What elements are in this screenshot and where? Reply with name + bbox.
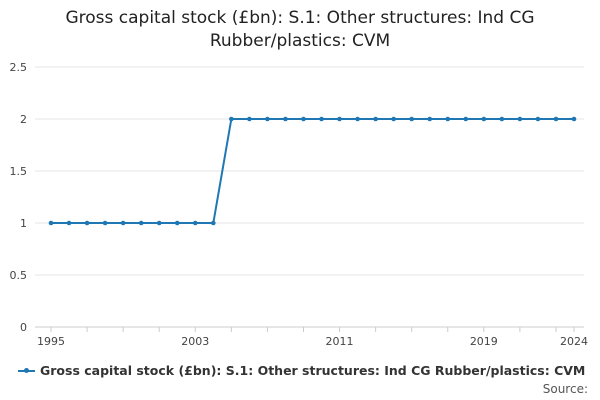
series-line [51,118,574,224]
data-point[interactable] [463,116,469,122]
gridlines [35,66,584,328]
data-point[interactable] [174,220,180,226]
data-point[interactable] [301,116,306,122]
data-point[interactable] [265,116,270,122]
data-point[interactable] [355,116,360,122]
data-point[interactable] [102,220,108,226]
data-point[interactable] [192,220,198,226]
data-point[interactable] [571,116,577,122]
data-point[interactable] [84,220,90,226]
y-tick-label: 1.5 [10,165,28,178]
data-point[interactable] [247,116,252,122]
data-point[interactable] [156,220,162,226]
data-point[interactable] [120,220,126,226]
data-point[interactable] [445,116,451,122]
legend-label: Gross capital stock (£bn): S.1: Other st… [40,363,586,378]
data-point[interactable] [481,116,487,122]
x-tick-label: 2011 [326,335,354,348]
data-point[interactable] [373,116,378,122]
data-point[interactable] [229,116,234,122]
data-point[interactable] [48,220,54,226]
legend[interactable]: Gross capital stock (£bn): S.1: Other st… [18,363,585,378]
data-point[interactable] [283,116,288,122]
y-tick-label: 0 [20,321,27,334]
chart-title: Gross capital stock (£bn): S.1: Other st… [65,8,535,51]
x-axis: 1995 2003 2011 2019 2024 [35,326,588,348]
y-tick-label: 1 [20,217,27,230]
data-point[interactable] [499,116,505,122]
data-point[interactable] [211,220,216,226]
y-tick-label: 2 [20,113,27,126]
x-tick-label: 2003 [181,335,209,348]
data-point[interactable] [66,220,72,226]
data-point[interactable] [553,116,559,122]
data-point[interactable] [337,116,342,122]
x-tick-label: 2024 [560,335,588,348]
data-point[interactable] [517,116,523,122]
data-point[interactable] [138,220,144,226]
data-point[interactable] [535,116,541,122]
data-point[interactable] [409,116,414,122]
x-tick-label: 1995 [37,335,65,348]
source-label: Source: [542,382,588,396]
x-tick-label: 2019 [470,335,498,348]
series-group [48,116,577,226]
data-point[interactable] [427,116,433,122]
data-point[interactable] [391,116,396,122]
y-tick-label: 0.5 [10,269,28,282]
y-axis-tick-labels: 0 0.5 1 1.5 2 2.5 [10,61,28,334]
data-point[interactable] [319,116,324,122]
y-tick-label: 2.5 [10,61,28,74]
legend-swatch-icon [18,367,35,373]
